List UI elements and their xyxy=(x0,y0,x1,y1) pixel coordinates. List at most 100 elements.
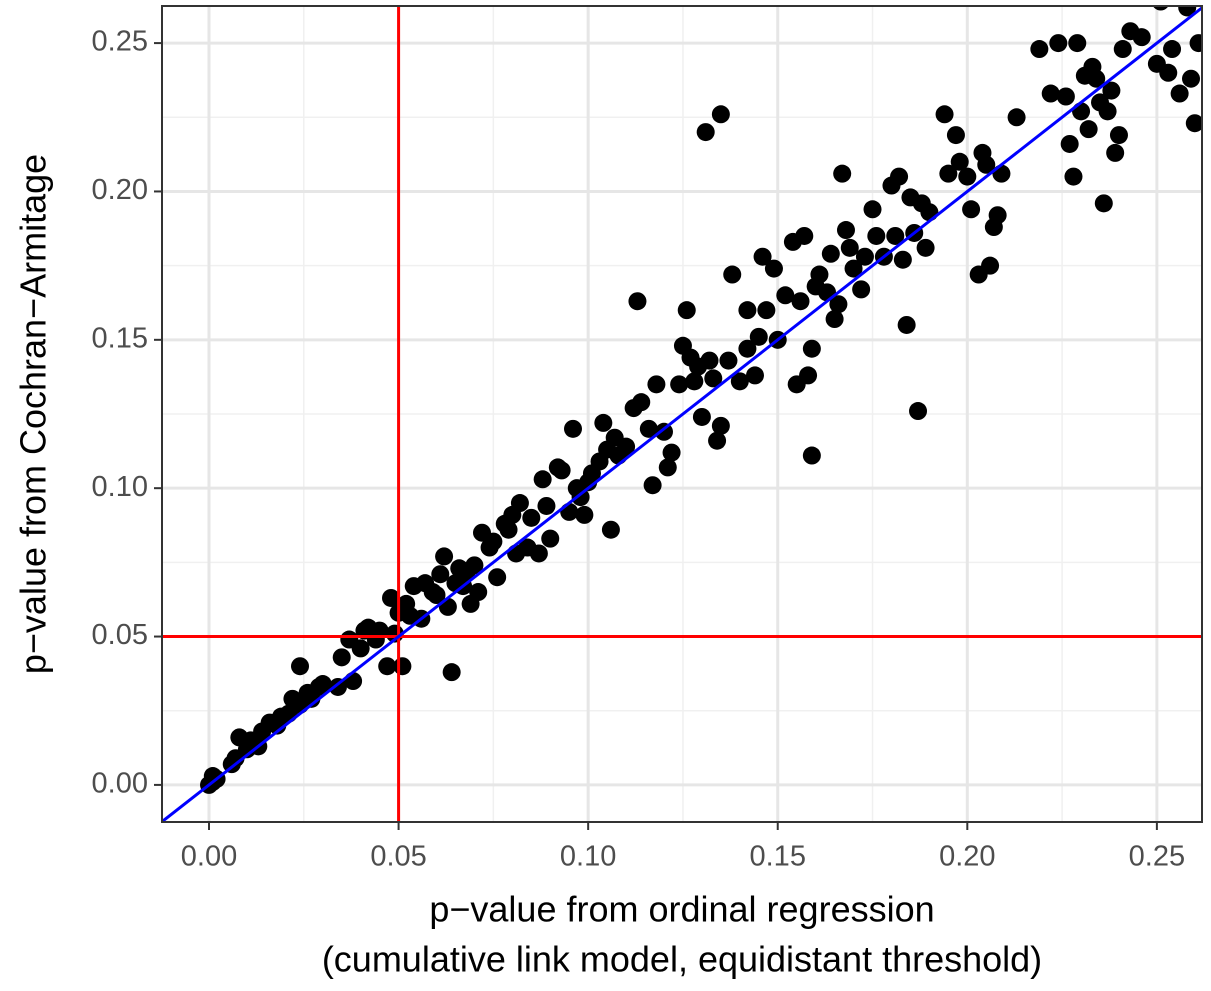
point xyxy=(939,164,958,183)
point xyxy=(738,301,757,320)
point xyxy=(332,648,351,667)
point xyxy=(677,301,696,320)
point xyxy=(946,126,965,145)
point xyxy=(1170,84,1189,103)
point xyxy=(1189,34,1202,53)
point xyxy=(344,672,363,691)
point xyxy=(529,544,548,563)
point xyxy=(1041,84,1060,103)
y-tick-label: 0.05 xyxy=(92,619,148,651)
x-tick-label: 0.10 xyxy=(560,841,616,873)
point xyxy=(1087,69,1106,88)
point xyxy=(442,663,461,682)
point xyxy=(791,292,810,311)
x-tick-label: 0.25 xyxy=(1129,841,1185,873)
point xyxy=(647,375,666,394)
point xyxy=(313,675,332,694)
point xyxy=(821,244,840,263)
point xyxy=(1007,108,1026,127)
x-tick-label: 0.05 xyxy=(370,841,426,873)
point xyxy=(1072,102,1091,121)
point xyxy=(1079,120,1098,139)
point xyxy=(764,259,783,278)
point xyxy=(1132,28,1151,47)
point xyxy=(950,152,969,171)
point xyxy=(1056,87,1075,106)
y-tick-label: 0.15 xyxy=(92,322,148,354)
point xyxy=(328,677,347,696)
point xyxy=(719,351,738,370)
x-tick-label: 0.00 xyxy=(181,841,237,873)
point xyxy=(1185,114,1202,133)
point xyxy=(723,265,742,284)
point xyxy=(810,265,829,284)
point xyxy=(1159,63,1178,82)
y-axis-title: p−value from Cochran−Armitage xyxy=(13,154,54,674)
point xyxy=(654,422,673,441)
point xyxy=(833,164,852,183)
point xyxy=(628,292,647,311)
point xyxy=(886,226,905,245)
plot-border xyxy=(161,5,1203,823)
point xyxy=(1060,134,1079,153)
x-axis-title: (cumulative link model, equidistant thre… xyxy=(322,939,1042,980)
y-tick-label: 0.20 xyxy=(92,174,148,206)
point xyxy=(745,366,764,385)
point xyxy=(1113,40,1132,59)
point xyxy=(795,226,814,245)
point xyxy=(992,164,1011,183)
point xyxy=(438,597,457,616)
point xyxy=(594,413,613,432)
point xyxy=(802,446,821,465)
point xyxy=(867,226,886,245)
point xyxy=(757,301,776,320)
point xyxy=(488,568,507,587)
point xyxy=(1030,40,1049,59)
point xyxy=(799,366,818,385)
point xyxy=(897,315,916,334)
point xyxy=(662,443,681,462)
point xyxy=(510,494,529,513)
point xyxy=(753,247,772,266)
point xyxy=(1152,6,1169,11)
point xyxy=(1102,81,1121,100)
point xyxy=(393,657,412,676)
fit-line xyxy=(162,6,1202,822)
point xyxy=(893,250,912,269)
point xyxy=(962,200,981,219)
point xyxy=(909,402,928,421)
point xyxy=(863,200,882,219)
point xyxy=(840,238,859,257)
point xyxy=(537,496,556,515)
point xyxy=(802,339,821,358)
point xyxy=(484,532,503,551)
point xyxy=(351,639,370,658)
point xyxy=(988,206,1007,225)
point xyxy=(977,155,996,174)
point xyxy=(711,416,730,435)
point xyxy=(639,419,658,438)
point xyxy=(749,327,768,346)
point xyxy=(469,583,488,602)
point xyxy=(533,470,552,489)
point xyxy=(643,476,662,495)
point xyxy=(382,588,401,607)
point xyxy=(836,221,855,240)
point xyxy=(958,167,977,186)
point xyxy=(571,488,590,507)
point xyxy=(465,556,484,575)
point xyxy=(981,256,1000,275)
point xyxy=(738,339,757,358)
point xyxy=(1049,34,1068,53)
point xyxy=(632,393,651,412)
point xyxy=(1068,34,1087,53)
point xyxy=(696,123,715,142)
point xyxy=(1163,40,1182,59)
point xyxy=(704,369,723,388)
point xyxy=(685,372,704,391)
point xyxy=(1106,143,1125,162)
y-tick-label: 0.10 xyxy=(92,471,148,503)
y-tick-label: 0.25 xyxy=(92,26,148,58)
point xyxy=(575,505,594,524)
